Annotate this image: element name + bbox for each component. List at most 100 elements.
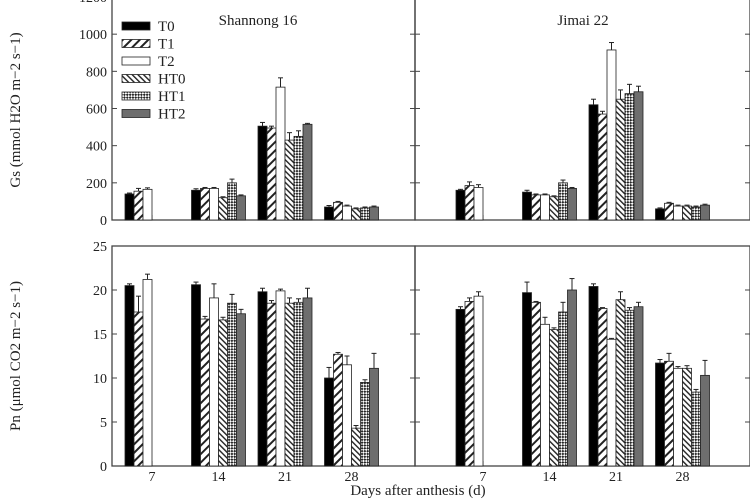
bar-t1 xyxy=(200,318,210,467)
y-tick-label: 0 xyxy=(100,460,107,475)
bar-t1 xyxy=(333,353,343,467)
bar-ht2 xyxy=(369,367,379,467)
bar-ht1 xyxy=(558,182,568,221)
bar-t0 xyxy=(655,208,665,221)
bar-ht2 xyxy=(567,188,577,221)
bar-ht2 xyxy=(236,195,246,221)
bar-ht2 xyxy=(236,313,246,467)
bar-t1 xyxy=(531,301,541,467)
bar-ht0 xyxy=(615,98,626,221)
bar-t1 xyxy=(133,190,144,221)
bar-ht1 xyxy=(227,182,237,221)
bar-ht0 xyxy=(549,329,559,467)
x-tick-label: 28 xyxy=(676,470,690,485)
bar-ht0 xyxy=(549,196,559,221)
bar-ht2 xyxy=(302,123,313,221)
bar-t2 xyxy=(473,295,484,467)
bar-t0 xyxy=(522,191,532,221)
bar-t0 xyxy=(588,286,599,467)
bar-t2 xyxy=(275,86,286,221)
legend-swatch-ht0 xyxy=(121,74,151,83)
bar-t0 xyxy=(124,193,135,221)
bar-ht0 xyxy=(351,427,361,467)
x-tick-label: 14 xyxy=(212,470,226,485)
y-tick-label: 25 xyxy=(93,240,107,255)
bar-ht2 xyxy=(302,297,313,467)
bar-t2 xyxy=(606,49,617,221)
bar-t2 xyxy=(540,194,550,221)
bar-ht1 xyxy=(558,311,568,467)
y-tick-label: 10 xyxy=(93,372,107,387)
bar-t2 xyxy=(342,364,352,467)
legend-label-ht2: HT2 xyxy=(158,107,186,123)
bar-ht1 xyxy=(691,206,701,221)
bar-ht0 xyxy=(351,208,361,221)
bar-ht1 xyxy=(624,309,635,467)
bar-ht1 xyxy=(691,391,701,467)
bar-ht0 xyxy=(682,367,692,467)
bar-t0 xyxy=(324,377,334,467)
x-tick-label: 14 xyxy=(543,470,557,485)
bar-t0 xyxy=(191,189,201,221)
legend-label-ht0: HT0 xyxy=(158,72,186,88)
bar-ht0 xyxy=(218,319,228,467)
bar-t2 xyxy=(275,290,286,467)
bar-ht2 xyxy=(700,204,710,221)
bar-t1 xyxy=(200,188,210,221)
bar-ht2 xyxy=(567,289,577,467)
bar-t1 xyxy=(464,301,475,467)
y-tick-label: 1000 xyxy=(79,28,107,43)
bar-t2 xyxy=(673,367,683,467)
bar-t1 xyxy=(597,308,608,467)
bar-ht1 xyxy=(293,301,304,467)
bar-t2 xyxy=(540,323,550,467)
bar-t1 xyxy=(133,311,144,467)
y-tick-label: 800 xyxy=(86,65,107,80)
legend-swatch-t0 xyxy=(121,21,151,31)
bar-t0 xyxy=(588,104,599,221)
bar-t2 xyxy=(473,187,484,221)
bar-ht0 xyxy=(682,205,692,221)
bar-t0 xyxy=(522,292,532,467)
legend-label-t2: T2 xyxy=(158,54,175,70)
panel-title-1: Shannong 16 xyxy=(219,13,298,29)
x-tick-label: 7 xyxy=(480,470,487,485)
panel-title-2: Jimai 22 xyxy=(557,13,608,29)
bar-ht0 xyxy=(284,139,295,221)
x-axis-label: Days after anthesis (d) xyxy=(350,483,485,499)
bar-ht1 xyxy=(293,135,304,221)
y-tick-label: 0 xyxy=(100,214,107,229)
bar-t2 xyxy=(142,279,153,467)
y-tick-label: 5 xyxy=(100,416,107,431)
legend-label-t0: T0 xyxy=(158,19,175,35)
y-tick-label: 1200 xyxy=(79,0,107,6)
bar-ht2 xyxy=(369,206,379,221)
bar-ht1 xyxy=(360,207,370,221)
y-tick-label: 20 xyxy=(93,284,107,299)
y-axis-label-pn: Pn (μmol CO2 m−2 s−1) xyxy=(8,281,24,431)
y-axis-label-gs: Gs (mmol H2O m−2 s−1) xyxy=(8,32,24,187)
legend-label-ht1: HT1 xyxy=(158,89,186,105)
legend-label-t1: T1 xyxy=(158,37,175,53)
bar-t1 xyxy=(266,127,277,221)
x-tick-label: 21 xyxy=(278,470,292,485)
y-tick-label: 15 xyxy=(93,328,107,343)
bar-t0 xyxy=(257,125,268,221)
bar-t1 xyxy=(266,302,277,467)
bar-t2 xyxy=(342,205,352,221)
bar-t1 xyxy=(464,185,475,221)
bar-ht0 xyxy=(284,302,295,467)
bar-t0 xyxy=(324,206,334,221)
bar-t2 xyxy=(209,188,219,221)
bar-t0 xyxy=(455,308,466,467)
y-tick-label: 600 xyxy=(86,103,107,118)
bar-t2 xyxy=(606,338,617,467)
y-tick-label: 400 xyxy=(86,140,107,155)
bar-t0 xyxy=(124,285,135,467)
bar-ht2 xyxy=(700,374,710,467)
bar-t0 xyxy=(455,189,466,221)
bar-ht2 xyxy=(633,91,644,221)
bar-t1 xyxy=(664,202,674,221)
